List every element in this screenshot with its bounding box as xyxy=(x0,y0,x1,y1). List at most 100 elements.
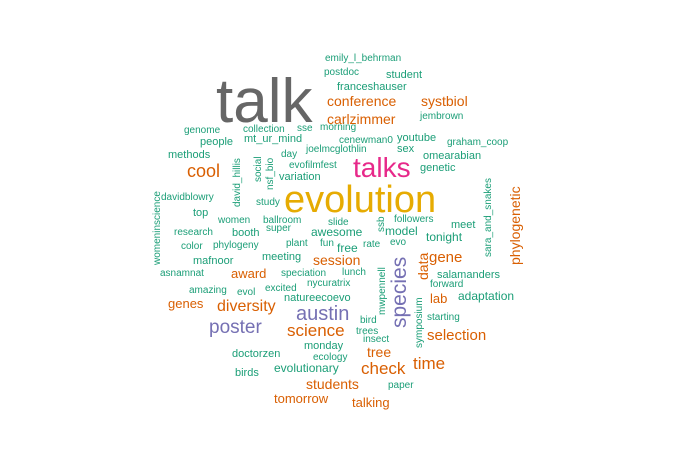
word-joelmcglothlin: joelmcglothlin xyxy=(305,144,367,155)
word-social: social xyxy=(253,156,264,182)
word-followers: followers xyxy=(394,214,433,225)
word-genome: genome xyxy=(184,125,221,136)
word-adaptation: adaptation xyxy=(458,289,514,303)
word-student: student xyxy=(386,69,422,81)
word-session: session xyxy=(313,252,360,268)
word-systbiol: systbiol xyxy=(421,93,468,109)
word-top: top xyxy=(193,207,208,219)
word-mt-ur-mind: mt_ur_mind xyxy=(244,133,302,145)
word-research: research xyxy=(174,227,213,238)
word-evolution: evolution xyxy=(284,179,436,221)
word-salamanders: salamanders xyxy=(437,269,500,281)
word-data: data xyxy=(415,253,431,280)
word-carlzimmer: carlzimmer xyxy=(327,111,396,127)
word-talking: talking xyxy=(352,395,390,410)
word-phylogenetic: phylogenetic xyxy=(507,186,523,265)
word-women: women xyxy=(217,215,250,226)
word-emily-l-behrman: emily_l_behrman xyxy=(325,53,401,64)
word-paper: paper xyxy=(388,380,414,391)
word-day: day xyxy=(281,149,297,160)
word-lunch: lunch xyxy=(342,267,366,278)
word-tree: tree xyxy=(367,344,391,360)
word-students: students xyxy=(306,376,359,392)
word-excited: excited xyxy=(265,283,297,294)
word-birds: birds xyxy=(235,367,259,379)
word-ssb: ssb xyxy=(376,216,387,232)
word-monday: monday xyxy=(304,340,344,352)
word-lab: lab xyxy=(430,291,447,306)
word-ecology: ecology xyxy=(313,352,347,363)
word-genes: genes xyxy=(168,296,204,311)
word-mafnoor: mafnoor xyxy=(193,255,234,267)
word-jembrown: jembrown xyxy=(419,111,463,122)
word-davidblowry: davidblowry xyxy=(161,192,214,203)
word-cenewman0: cenewman0 xyxy=(339,135,393,146)
word-sex: sex xyxy=(397,143,415,155)
word-natureecoevo: natureecoevo xyxy=(284,292,351,304)
word-booth: booth xyxy=(232,227,260,239)
word-evo: evo xyxy=(390,237,407,248)
word-model: model xyxy=(385,224,418,238)
word-franceshauser: franceshauser xyxy=(337,81,407,93)
word-womeninscience: womeninscience xyxy=(152,191,163,266)
word-doctorzen: doctorzen xyxy=(232,348,280,360)
word-nycuratrix: nycuratrix xyxy=(307,278,350,289)
word-cool: cool xyxy=(187,161,220,181)
word-meeting: meeting xyxy=(262,251,301,263)
word-people: people xyxy=(200,136,233,148)
word-morning: morning xyxy=(320,122,356,133)
word-graham-coop: graham_coop xyxy=(447,137,509,148)
word-conference: conference xyxy=(327,93,396,109)
word-poster: poster xyxy=(209,317,262,338)
word-mwpennell: mwpennell xyxy=(377,267,388,315)
word-sara-and-snakes: sara_and_snakes xyxy=(483,178,494,257)
word-genetic: genetic xyxy=(420,162,456,174)
word-evolutionary: evolutionary xyxy=(274,361,339,375)
word-science: science xyxy=(287,321,345,340)
word-rate: rate xyxy=(363,239,381,250)
word-austin: austin xyxy=(296,303,349,325)
word-tomorrow: tomorrow xyxy=(274,391,329,406)
word-methods: methods xyxy=(168,149,211,161)
word-amazing: amazing xyxy=(189,285,227,296)
word-color: color xyxy=(181,241,203,252)
word-time: time xyxy=(413,354,445,373)
word-variation: variation xyxy=(279,171,321,183)
word-nsf-bio: nsf_bio xyxy=(265,157,276,190)
word-ballroom: ballroom xyxy=(263,215,301,226)
word-award: award xyxy=(231,266,266,281)
word-bird: bird xyxy=(360,315,377,326)
word-insect: insect xyxy=(363,334,389,345)
word-check: check xyxy=(361,359,406,378)
word-collection: collection xyxy=(243,124,285,135)
word-starting: starting xyxy=(427,312,460,323)
word-postdoc: postdoc xyxy=(324,67,359,78)
word-asnamnat: asnamnat xyxy=(160,268,204,279)
word-evol: evol xyxy=(237,287,255,298)
word-species: species xyxy=(388,257,411,328)
word-fun: fun xyxy=(320,238,334,249)
word-omearabian: omearabian xyxy=(423,150,481,162)
word-sse: sse xyxy=(297,123,313,134)
word-slide: slide xyxy=(328,217,349,228)
word-david-hillis: david_hillis xyxy=(232,158,243,207)
word-trees: trees xyxy=(356,326,378,337)
word-talk: talk xyxy=(216,67,313,136)
word-gene: gene xyxy=(429,249,462,266)
word-selection: selection xyxy=(427,327,486,344)
word-talks: talks xyxy=(353,152,411,183)
word-free: free xyxy=(337,241,358,255)
word-meet: meet xyxy=(451,219,475,231)
word-evofilmfest: evofilmfest xyxy=(289,160,337,171)
word-symposium: symposium xyxy=(414,297,425,348)
word-awesome: awesome xyxy=(311,225,363,239)
word-study: study xyxy=(256,197,280,208)
word-phylogeny: phylogeny xyxy=(213,240,259,251)
word-tonight: tonight xyxy=(426,230,463,244)
word-youtube: youtube xyxy=(397,132,436,144)
word-speciation: speciation xyxy=(281,268,326,279)
word-plant: plant xyxy=(286,238,308,249)
word-diversity: diversity xyxy=(217,298,276,315)
